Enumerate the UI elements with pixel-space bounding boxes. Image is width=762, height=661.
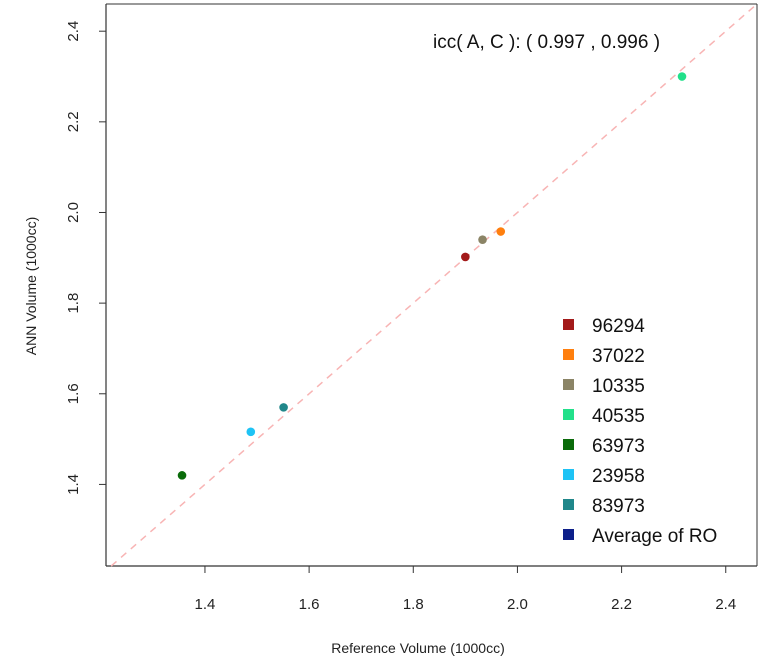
y-tick-label: 1.6	[65, 383, 82, 404]
y-tick-label: 2.4	[65, 21, 82, 42]
identity-reference-line	[110, 3, 758, 567]
icc-annotation: icc( A, C ): ( 0.997 , 0.996 )	[433, 32, 660, 53]
legend-label: 83973	[592, 496, 645, 517]
legend: 96294 37022 10335 40535 63973 23958 83973 Avera…	[563, 316, 717, 547]
legend-label: 10335	[592, 376, 645, 397]
axes-layer: 1.4 1.6 1.8 2.0 2.2 2.4 1.4 1.6 1.8 2.0 2.2 2.4	[65, 3, 758, 613]
legend-swatch	[563, 469, 574, 480]
y-tick-label: 1.4	[65, 474, 82, 495]
legend-swatch	[563, 529, 574, 540]
points-layer	[177, 72, 687, 480]
legend-swatch	[563, 349, 574, 360]
y-tick-label: 2.2	[65, 111, 82, 132]
y-tick-label: 1.8	[65, 293, 82, 314]
x-tick-label: 2.0	[507, 596, 528, 613]
x-tick-label: 1.6	[299, 596, 320, 613]
reference-line-layer	[110, 3, 758, 567]
legend-label: Average of RO	[592, 526, 717, 547]
legend-swatch	[563, 439, 574, 450]
data-point-40535	[677, 72, 687, 81]
x-tick-label: 1.4	[195, 596, 216, 613]
legend-label: 96294	[592, 316, 645, 337]
legend-label: 63973	[592, 436, 645, 457]
data-point-37022	[496, 227, 506, 236]
legend-label: 40535	[592, 406, 645, 427]
legend-swatch	[563, 319, 574, 330]
x-tick-label: 2.2	[611, 596, 632, 613]
x-tick-label: 2.4	[715, 596, 736, 613]
data-point-23958	[246, 427, 256, 437]
x-axis-title: Reference Volume (1000cc)	[331, 640, 505, 656]
x-tick-label: 1.8	[403, 596, 424, 613]
data-point-83973	[279, 403, 288, 412]
y-tick-label: 2.0	[65, 202, 82, 223]
data-point-10335	[478, 235, 487, 244]
data-point-96294	[461, 252, 470, 262]
legend-label: 23958	[592, 466, 645, 487]
legend-label: 37022	[592, 346, 645, 367]
legend-swatch	[563, 379, 574, 390]
y-axis-title: ANN Volume (1000cc)	[23, 217, 39, 356]
legend-swatch	[563, 499, 574, 510]
data-point-63973	[177, 471, 187, 480]
legend-swatch	[563, 409, 574, 420]
